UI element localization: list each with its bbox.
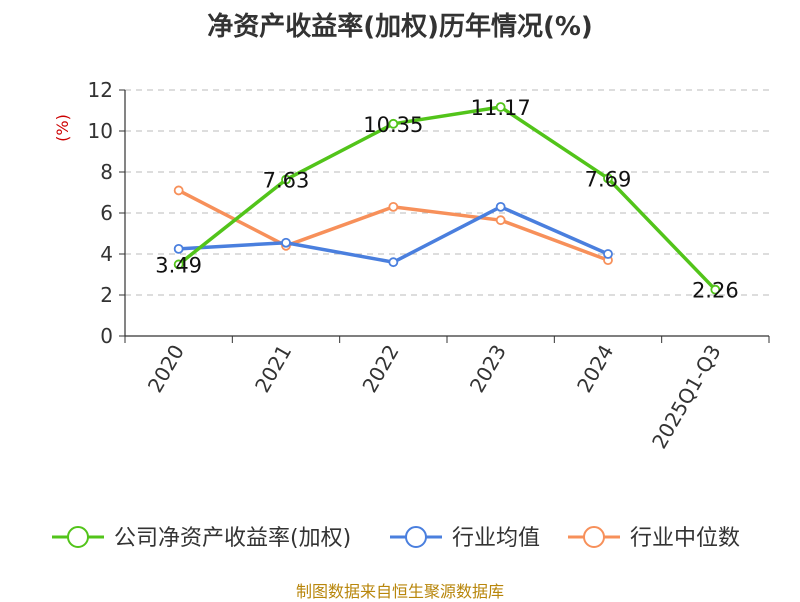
chart-title: 净资产收益率(加权)历年情况(%) bbox=[207, 12, 593, 42]
data-source-note: 制图数据来自恒生聚源数据库 bbox=[295, 582, 504, 601]
axes bbox=[119, 89, 770, 343]
y-tick-label: 6 bbox=[100, 201, 113, 225]
x-tick-labels: 2020 2021 2022 2023 2024 2025Q1-Q3 bbox=[143, 340, 726, 452]
y-tick-label: 4 bbox=[100, 242, 113, 266]
legend-label: 公司净资产收益率(加权) bbox=[114, 526, 351, 551]
data-point bbox=[388, 118, 399, 129]
data-label: 3.49 bbox=[155, 253, 202, 277]
y-axis-label: (%) bbox=[53, 114, 72, 142]
series-lines bbox=[173, 102, 721, 295]
legend-marker bbox=[67, 526, 89, 548]
legend-marker bbox=[405, 526, 427, 548]
data-point bbox=[495, 201, 506, 212]
x-tick-label: 2022 bbox=[357, 341, 403, 397]
data-point bbox=[281, 237, 291, 248]
y-tick-labels: 0 2 4 6 8 10 12 bbox=[88, 78, 113, 348]
data-point bbox=[281, 174, 291, 185]
legend-marker bbox=[583, 526, 605, 548]
legend-label: 行业均值 bbox=[452, 526, 540, 551]
y-tick-label: 10 bbox=[88, 119, 113, 143]
data-point bbox=[173, 185, 184, 196]
data-label: 7.69 bbox=[585, 167, 632, 191]
data-labels: 3.49 7.63 10.35 11.17 7.69 2.26 bbox=[155, 96, 738, 303]
y-tick-label: 0 bbox=[100, 324, 113, 348]
grid-lines bbox=[125, 89, 769, 296]
y-tick-label: 2 bbox=[100, 283, 113, 307]
data-point bbox=[603, 249, 613, 259]
x-tick-label: 2021 bbox=[250, 341, 296, 397]
legend-label: 行业中位数 bbox=[630, 526, 740, 551]
data-point bbox=[173, 259, 184, 270]
data-label: 2.26 bbox=[692, 279, 739, 303]
data-label: 7.63 bbox=[263, 169, 310, 193]
legend: 公司净资产收益率(加权) 行业均值 行业中位数 bbox=[52, 526, 740, 551]
x-tick-label: 2020 bbox=[143, 341, 189, 397]
y-tick-label: 8 bbox=[100, 160, 113, 184]
x-tick-label: 2024 bbox=[572, 341, 618, 397]
data-point bbox=[603, 173, 613, 184]
data-point bbox=[173, 243, 184, 254]
data-point bbox=[495, 102, 506, 112]
x-tick-label: 2023 bbox=[465, 340, 511, 396]
y-tick-label: 12 bbox=[88, 78, 113, 102]
data-point bbox=[388, 257, 399, 268]
data-label: 11.17 bbox=[471, 96, 531, 120]
data-point bbox=[388, 201, 399, 212]
data-point bbox=[710, 284, 721, 295]
data-point bbox=[495, 215, 506, 226]
data-label: 10.35 bbox=[363, 113, 423, 137]
series-line bbox=[177, 105, 717, 291]
x-tick-label: 2025Q1-Q3 bbox=[647, 341, 726, 453]
